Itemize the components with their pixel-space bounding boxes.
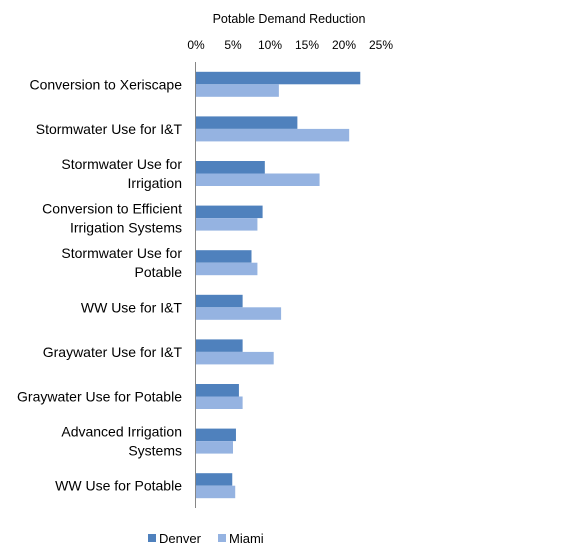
bar-miami [196, 218, 258, 231]
bar-denver [196, 116, 298, 129]
bar-denver [196, 428, 236, 442]
legend: Denver Miami [148, 531, 264, 546]
bars [196, 71, 361, 499]
category-label: Conversion to Xeriscape [29, 76, 182, 92]
x-axis-ticks: 0% 5% 10% 15% 20% 25% [187, 38, 393, 52]
bar-miami [196, 396, 243, 409]
category-label: Potable [135, 264, 183, 280]
bar-miami [196, 351, 274, 365]
bar-miami [196, 262, 258, 276]
legend-swatch-miami [218, 534, 226, 542]
category-label: WW Use for Potable [55, 478, 182, 494]
category-label: Irrigation [128, 175, 182, 191]
legend-label-denver: Denver [159, 531, 202, 546]
category-label: Graywater Use for I&T [43, 344, 183, 360]
x-tick-label: 20% [332, 38, 356, 52]
bar-denver [196, 339, 243, 352]
category-labels: Conversion to Xeriscape Stormwater Use fo… [17, 76, 182, 493]
category-label: Graywater Use for Potable [17, 389, 182, 405]
bar-denver [196, 384, 239, 397]
category-label: Advanced Irrigation [61, 424, 182, 440]
x-tick-label: 10% [258, 38, 282, 52]
category-label: Stormwater Use for [61, 156, 182, 172]
bar-miami [196, 485, 236, 499]
x-tick-label: 25% [369, 38, 393, 52]
category-label: Systems [128, 443, 182, 459]
bar-denver [196, 294, 243, 308]
category-label: WW Use for I&T [81, 299, 183, 315]
category-label: Stormwater Use for I&T [36, 121, 183, 137]
chart-title: Potable Demand Reduction [213, 12, 366, 26]
bar-denver [196, 161, 265, 174]
bar-miami [196, 173, 320, 186]
bar-denver [196, 473, 233, 486]
bar-miami [196, 307, 282, 320]
bar-denver [196, 250, 252, 263]
bar-miami [196, 128, 350, 142]
x-tick-label: 15% [295, 38, 319, 52]
category-label: Irrigation Systems [70, 220, 182, 236]
category-label: Conversion to Efficient [42, 201, 182, 217]
legend-label-miami: Miami [229, 531, 264, 546]
bar-miami [196, 441, 233, 454]
x-tick-label: 0% [187, 38, 205, 52]
legend-swatch-denver [148, 534, 156, 542]
bar-miami [196, 84, 279, 97]
bar-denver [196, 71, 361, 85]
x-tick-label: 5% [224, 38, 242, 52]
bar-denver [196, 205, 263, 219]
category-label: Stormwater Use for [61, 245, 182, 261]
